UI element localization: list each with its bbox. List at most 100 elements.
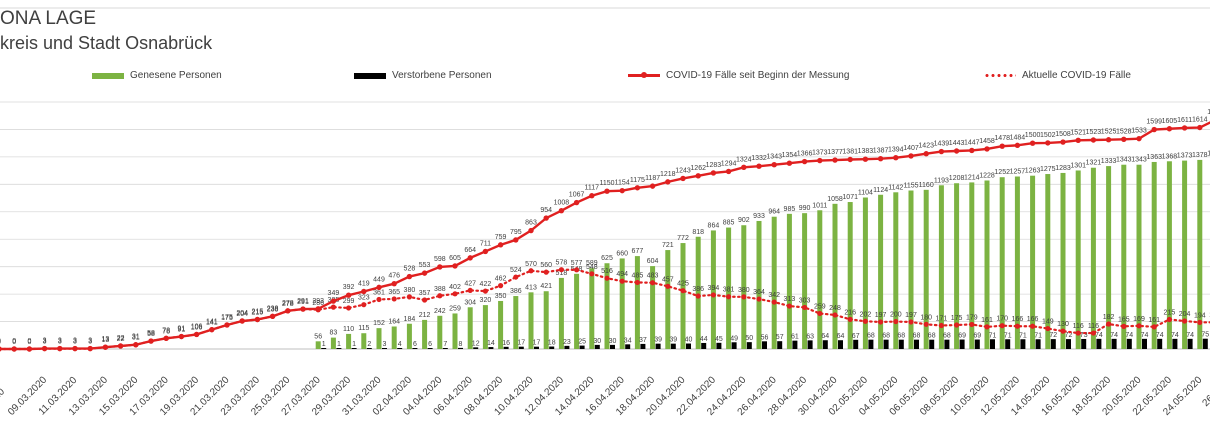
recovered-bar [741, 225, 747, 349]
recovered-label: 1104 [858, 190, 873, 197]
active-cases-point [558, 267, 565, 273]
active-cases-label: 380 [404, 287, 416, 294]
active-cases-label: 394 [708, 285, 720, 292]
active-cases-point [467, 287, 473, 294]
recovered-label: 1208 [949, 175, 965, 182]
cumulative-cases-point [877, 155, 884, 162]
recovered-bar [376, 328, 382, 349]
active-cases-point [741, 294, 747, 300]
deceased-label: 71 [1034, 332, 1042, 339]
active-cases-label: 31 [132, 335, 140, 342]
active-cases-point [1166, 316, 1172, 323]
recovered-bar [817, 210, 823, 349]
recovered-bar [604, 263, 610, 349]
deceased-bar [868, 339, 874, 349]
deceased-label: 39 [654, 337, 662, 344]
active-cases-point [695, 293, 701, 299]
active-cases-label: 161 [1148, 317, 1160, 324]
cumulative-cases-point [1060, 139, 1066, 145]
cumulative-cases-point [148, 338, 154, 344]
recovered-bar [528, 292, 534, 349]
cumulative-cases-point [11, 346, 17, 352]
deceased-bar [458, 347, 463, 349]
active-cases-label: 388 [434, 286, 446, 293]
active-cases-label: 3 [73, 339, 77, 346]
deceased-bar [731, 342, 737, 349]
cumulative-cases-point [817, 157, 823, 164]
recovered-bar [558, 277, 564, 349]
cumulative-cases-label: 291 [297, 298, 309, 305]
cumulative-cases-label: 22 [117, 335, 125, 342]
deceased-label: 74 [1095, 332, 1103, 339]
active-cases-label: 13 [102, 337, 110, 344]
deceased-label: 1 [352, 341, 356, 348]
recovered-label: 1343 [1116, 157, 1132, 164]
recovered-bar [574, 273, 580, 349]
deceased-bar [336, 348, 342, 349]
cumulative-cases-label: 1599 [1146, 119, 1162, 126]
recovered-label: 1071 [842, 194, 858, 201]
cumulative-cases-point [695, 173, 701, 179]
legend-deceased: Verstorbene Personen [354, 70, 492, 81]
deceased-bar [1172, 338, 1178, 349]
active-cases-point [619, 278, 625, 284]
active-cases-point [1045, 325, 1051, 332]
active-cases-point [589, 271, 595, 277]
deceased-bar [822, 340, 828, 349]
recovered-bar [999, 177, 1005, 349]
recovered-bar [406, 323, 412, 349]
active-cases-label: 524 [510, 267, 522, 274]
recovered-bar [513, 296, 519, 349]
active-cases-label: 171 [936, 316, 948, 323]
active-cases-label: 425 [677, 281, 689, 288]
recovered-label: 985 [784, 206, 796, 213]
cumulative-cases-point [1151, 126, 1157, 133]
recovered-bar [893, 192, 899, 349]
active-cases-point [710, 292, 717, 298]
recovered-bar [832, 203, 838, 349]
recovered-label: 885 [723, 220, 735, 227]
deceased-bar [397, 348, 403, 349]
cumulative-cases-point [1105, 137, 1112, 143]
active-cases-point [361, 302, 367, 308]
recovered-label: 772 [677, 235, 689, 242]
deceased-bar [1081, 338, 1087, 349]
deceased-label: 71 [1004, 332, 1012, 339]
recovered-label: 864 [708, 222, 720, 229]
legend-cumulative-label: COVID-19 Fälle seit Beginn der Messung [666, 70, 850, 81]
deceased-label: 74 [1171, 332, 1179, 339]
active-cases-point [634, 279, 641, 286]
recovered-bar [969, 182, 975, 349]
cumulative-cases-label: 449 [373, 276, 385, 283]
active-cases-point [1151, 324, 1157, 330]
cumulative-cases-label: 1294 [721, 160, 737, 167]
cumulative-cases-label: 598 [434, 256, 446, 263]
deceased-label: 40 [685, 337, 693, 344]
deceased-bar [838, 340, 843, 349]
deceased-label: 71 [1019, 332, 1027, 339]
deceased-bar [351, 348, 357, 349]
active-cases-point [923, 321, 929, 327]
deceased-label: 6 [413, 341, 417, 348]
cumulative-cases-label: 1218 [660, 171, 676, 178]
recovered-label: 83 [330, 330, 338, 337]
active-cases-point [1060, 328, 1066, 334]
cumulative-cases-point [1121, 136, 1127, 143]
cumulative-cases-label: 78 [162, 327, 170, 334]
cumulative-cases-point [938, 148, 945, 155]
recovered-label: 1058 [827, 196, 843, 203]
cumulative-cases-point [665, 179, 671, 185]
active-cases-label: 238 [267, 306, 279, 313]
active-cases-point [1030, 323, 1036, 329]
recovered-bar [923, 189, 929, 349]
cumulative-cases-point [57, 345, 63, 352]
recovered-label: 164 [388, 318, 400, 325]
active-cases-label: 216 [844, 309, 856, 316]
cumulative-cases-point [953, 148, 960, 154]
cumulative-cases-point [908, 153, 914, 159]
cumulative-cases-point [1090, 137, 1097, 143]
deceased-label: 37 [639, 337, 647, 344]
recovered-bar [1075, 170, 1081, 349]
cumulative-cases-label: 1154 [615, 180, 630, 187]
active-cases-label: 313 [784, 296, 796, 303]
